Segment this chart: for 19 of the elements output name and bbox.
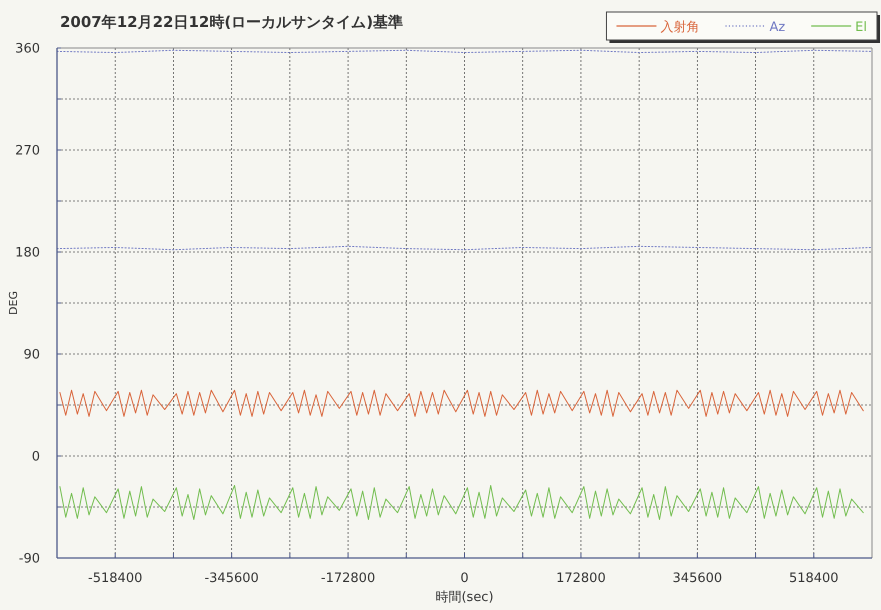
chart-title: 2007年12月22日12時(ローカルサンタイム)基準 bbox=[60, 13, 404, 31]
x-tick-label: 0 bbox=[460, 571, 469, 586]
x-tick-label: -518400 bbox=[88, 571, 142, 586]
legend-label: El bbox=[855, 20, 867, 35]
x-tick-label: 345600 bbox=[672, 571, 722, 586]
x-tick-label: 172800 bbox=[556, 571, 606, 586]
y-tick-label: 0 bbox=[32, 450, 40, 464]
x-tick-label: -172800 bbox=[320, 571, 376, 586]
y-tick-label: 90 bbox=[23, 348, 40, 362]
x-tick-label: 518400 bbox=[788, 571, 839, 586]
y-tick-label: -90 bbox=[18, 552, 40, 566]
y-tick-label: 360 bbox=[15, 42, 40, 56]
y-tick-label: 270 bbox=[15, 144, 40, 158]
x-tick-label: -345600 bbox=[204, 571, 259, 586]
legend-label: Az bbox=[769, 20, 786, 35]
y-axis-title: DEG bbox=[7, 291, 20, 315]
x-axis-title: 時間(sec) bbox=[435, 590, 494, 605]
y-tick-label: 180 bbox=[15, 246, 40, 260]
legend-label: 入射角 bbox=[660, 20, 700, 35]
